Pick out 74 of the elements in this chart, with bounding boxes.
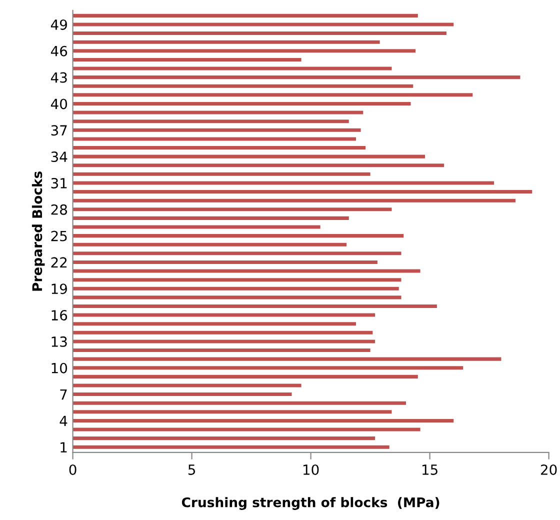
- bar: [72, 137, 356, 141]
- bar: [72, 330, 373, 334]
- bar: [72, 84, 414, 88]
- bar: [72, 40, 380, 44]
- bar: [72, 225, 320, 229]
- y-tick-label: 25: [51, 230, 67, 242]
- bar: [72, 120, 349, 124]
- bar: [72, 252, 402, 256]
- bar: [72, 164, 444, 168]
- bar: [72, 216, 349, 220]
- bar: [72, 181, 494, 185]
- bar: [72, 32, 446, 36]
- bar: [72, 340, 376, 344]
- bar: [72, 22, 454, 26]
- bar: [72, 14, 418, 18]
- y-tick-label: 16: [52, 310, 68, 321]
- bar: [72, 110, 364, 114]
- y-tick-label: 31: [51, 178, 67, 188]
- y-tick-label: 1: [60, 442, 67, 452]
- bar: [72, 278, 402, 282]
- bar: [72, 76, 520, 80]
- bar: [72, 357, 502, 361]
- y-tick-label: 22: [51, 257, 67, 268]
- bar: [72, 436, 376, 440]
- bar: [72, 172, 370, 176]
- bar: [72, 269, 420, 273]
- x-tick-label: 5: [188, 464, 196, 475]
- bar: [72, 154, 426, 158]
- bar: [72, 102, 411, 106]
- bar: [72, 242, 346, 246]
- y-tick-label: 40: [50, 98, 68, 110]
- bar: [72, 208, 392, 212]
- bar: [72, 296, 402, 300]
- y-tick-label: 46: [50, 46, 68, 56]
- bar: [72, 374, 418, 378]
- y-tick-label: 49: [50, 19, 67, 30]
- y-tick-label: 13: [52, 336, 67, 347]
- bar: [72, 286, 399, 290]
- x-tick-label: 20: [540, 464, 557, 475]
- x-tick-label: 15: [422, 464, 438, 475]
- y-tick-label: 28: [51, 204, 67, 215]
- bar: [72, 366, 464, 370]
- bar: [72, 313, 376, 317]
- y-tick-label: 19: [52, 284, 67, 294]
- bar: [72, 428, 420, 432]
- y-tick-label: 37: [51, 125, 67, 136]
- bar: [72, 418, 454, 422]
- bar: [72, 58, 302, 62]
- x-tick-label: 0: [69, 464, 76, 475]
- bar: [72, 410, 392, 414]
- bar: [72, 304, 437, 308]
- bar: [72, 322, 356, 326]
- bar: [72, 93, 473, 97]
- y-tick-label: 4: [60, 416, 68, 426]
- y-tick-label: 34: [51, 152, 68, 162]
- bar: [72, 401, 406, 405]
- y-tick-label: 7: [60, 389, 67, 400]
- y-axis-title: Prepared Blocks: [32, 171, 45, 291]
- bar: [72, 445, 390, 449]
- bar: [72, 66, 392, 70]
- x-tick-label: 10: [303, 464, 319, 475]
- bar: [72, 49, 416, 53]
- bar: [72, 190, 532, 194]
- bar: [72, 260, 378, 264]
- y-tick-label: 43: [50, 72, 67, 83]
- bar: [72, 128, 361, 132]
- bar: [72, 348, 370, 352]
- bar: [72, 234, 404, 238]
- y-tick-label: 10: [52, 362, 68, 374]
- bar: [72, 198, 516, 202]
- bar: [72, 146, 366, 150]
- bar: [72, 392, 292, 396]
- x-axis-title: Crushing strength of blocks (MPa): [182, 497, 440, 510]
- bar: [72, 384, 302, 388]
